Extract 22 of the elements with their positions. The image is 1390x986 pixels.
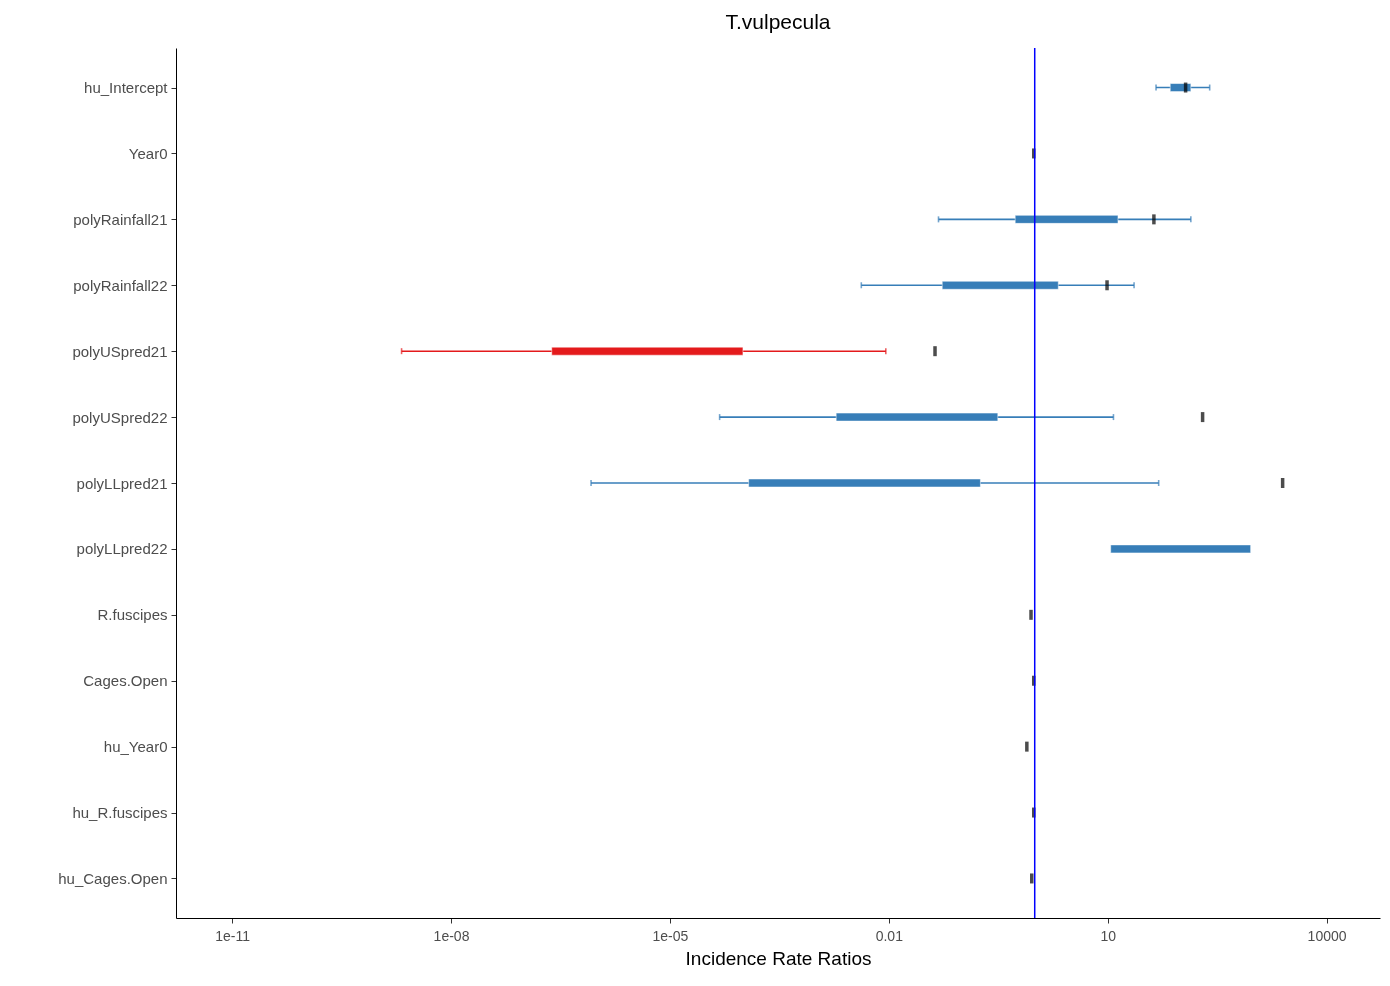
y-tick-label: polyLLpred21 <box>76 474 168 492</box>
x-tick-label: 10 <box>1100 927 1117 944</box>
chart-title: T.vulpecula <box>725 10 831 34</box>
x-tick-label: 1e-08 <box>433 927 470 944</box>
y-tick-label: polyRainfall21 <box>73 210 168 228</box>
y-tick-label: hu_Cages.Open <box>58 869 168 887</box>
x-tick-label: 1e-11 <box>215 927 251 944</box>
y-tick-label: Year0 <box>128 144 168 162</box>
x-tick-label: 0.01 <box>875 927 904 944</box>
y-tick-label: polyUSpred22 <box>72 408 168 426</box>
x-tick-label: 1e-05 <box>652 927 689 944</box>
bar <box>1110 544 1251 554</box>
y-tick-label: R.fuscipes <box>97 606 168 624</box>
y-tick-label: Cages.Open <box>83 672 168 690</box>
y-tick-label: polyRainfall22 <box>73 276 168 294</box>
y-tick-label: hu_Year0 <box>103 738 168 756</box>
x-tick-label: 10000 <box>1307 927 1347 944</box>
y-tick-label: polyUSpred21 <box>72 342 168 360</box>
x-axis-title: Incidence Rate Ratios <box>685 947 872 969</box>
y-tick-label: polyLLpred22 <box>76 540 168 558</box>
y-tick-label: hu_Intercept <box>84 79 169 97</box>
y-tick-label: hu_R.fuscipes <box>72 804 168 822</box>
